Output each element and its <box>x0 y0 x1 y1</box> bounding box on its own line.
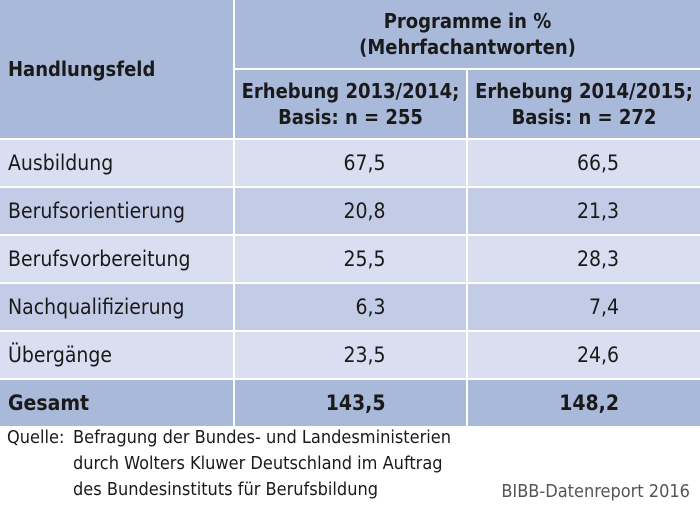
report-credit: BIBB-Datenreport 2016 <box>501 481 690 502</box>
source-label: Quelle: <box>7 427 65 448</box>
data-table: Handlungsfeld Programme in % (Mehrfachan… <box>0 0 700 426</box>
cell-2013: 23,5 <box>233 330 467 379</box>
column-header-2013: Erhebung 2013/2014; Basis: n = 255 <box>233 69 467 139</box>
row-label: Ausbildung <box>0 138 234 187</box>
group-header-line2: (Mehrfachantworten) <box>359 35 576 59</box>
total-row: Gesamt 143,5 148,2 <box>0 378 700 426</box>
table-row: Ausbildung 67,5 66,5 <box>0 138 700 187</box>
column-header-2013-line2: Basis: n = 255 <box>278 105 423 129</box>
column-header-2014: Erhebung 2014/2015; Basis: n = 272 <box>465 69 700 139</box>
total-value-2013: 143,5 <box>325 391 386 415</box>
source-line: durch Wolters Kluwer Deutschland im Auft… <box>73 453 443 474</box>
cell-2013: 25,5 <box>233 234 467 283</box>
table-row: Berufsorientierung 20,8 21,3 <box>0 186 700 235</box>
source-line: des Bundesinstituts für Berufsbildung <box>73 479 379 500</box>
table-row: Nachqualifizierung 6,3 7,4 <box>0 282 700 331</box>
value-2013: 6,3 <box>355 295 386 319</box>
column-header-2014-line2: Basis: n = 272 <box>511 105 657 129</box>
group-header: Programme in % (Mehrfachantworten) <box>232 0 700 70</box>
cell-2014: 66,5 <box>465 138 700 187</box>
column-header-2014-line1: Erhebung 2014/2015; <box>475 79 693 103</box>
table-row: Berufsvorbereitung 25,5 28,3 <box>0 234 700 283</box>
value-2014: 28,3 <box>576 247 619 271</box>
value-2013: 20,8 <box>343 199 386 223</box>
row-label: Berufsorientierung <box>0 186 234 235</box>
row-label: Berufsvorbereitung <box>0 234 234 283</box>
footer: Quelle: Befragung der Bundes- und Landes… <box>0 425 700 510</box>
row-label: Übergänge <box>0 330 234 379</box>
total-label: Gesamt <box>0 378 234 426</box>
row-label: Nachqualifizierung <box>0 282 234 331</box>
cell-2014: 28,3 <box>465 234 700 283</box>
cell-2013: 20,8 <box>233 186 467 235</box>
source-line: Befragung der Bundes- und Landesminister… <box>73 427 451 448</box>
total-cell-2014: 148,2 <box>465 378 700 426</box>
cell-2014: 24,6 <box>465 330 700 379</box>
value-2013: 67,5 <box>343 151 386 175</box>
source-text: Befragung der Bundes- und Landesminister… <box>73 425 493 503</box>
value-2014: 21,3 <box>576 199 619 223</box>
value-2014: 24,6 <box>576 343 619 367</box>
total-cell-2013: 143,5 <box>233 378 467 426</box>
value-2014: 7,4 <box>588 295 619 319</box>
cell-2013: 6,3 <box>233 282 467 331</box>
group-header-line1: Programme in % <box>383 9 552 33</box>
column-header-2013-line1: Erhebung 2013/2014; <box>241 79 460 103</box>
total-value-2014: 148,2 <box>559 391 619 415</box>
value-2013: 23,5 <box>343 343 386 367</box>
value-2013: 25,5 <box>343 247 386 271</box>
cell-2014: 21,3 <box>465 186 700 235</box>
table-row: Übergänge 23,5 24,6 <box>0 330 700 379</box>
cell-2014: 7,4 <box>465 282 700 331</box>
row-header-label: Handlungsfeld <box>0 0 234 139</box>
cell-2013: 67,5 <box>233 138 467 187</box>
value-2014: 66,5 <box>576 151 619 175</box>
